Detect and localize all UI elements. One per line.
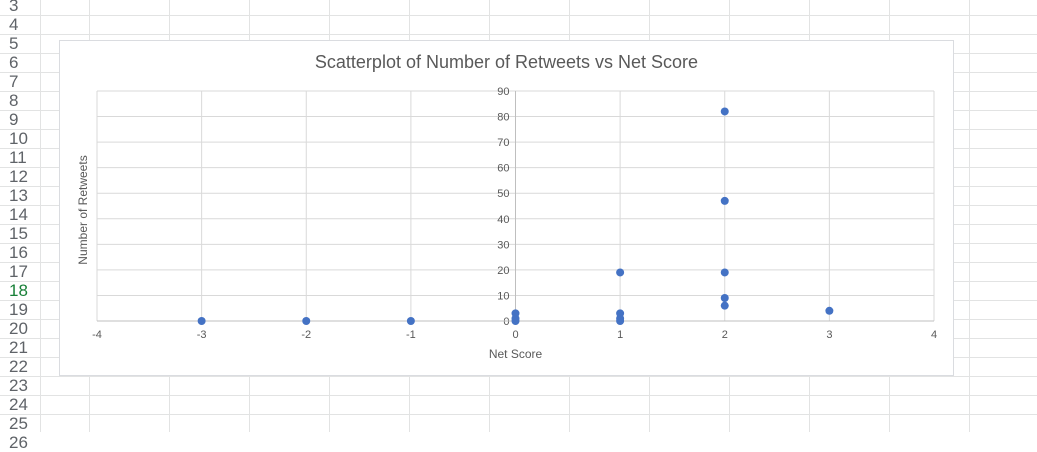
- y-tick-label: 70: [497, 137, 509, 149]
- data-point: [616, 268, 625, 277]
- row-number[interactable]: 13: [9, 186, 28, 205]
- row-number[interactable]: 26: [9, 433, 28, 452]
- x-tick-label: 3: [826, 329, 832, 341]
- row-number[interactable]: 8: [9, 91, 19, 110]
- row-number[interactable]: 21: [9, 338, 28, 357]
- row-number[interactable]: 15: [9, 224, 28, 243]
- row-number[interactable]: 22: [9, 357, 28, 376]
- row-number[interactable]: 6: [9, 53, 19, 72]
- y-tick-label: 0: [503, 316, 509, 328]
- row-number[interactable]: 9: [9, 110, 19, 129]
- row-number[interactable]: 10: [9, 129, 28, 148]
- row-number[interactable]: 11: [9, 148, 27, 167]
- data-point: [406, 317, 415, 325]
- y-tick-label: 60: [497, 163, 509, 175]
- row-number[interactable]: 18: [9, 281, 28, 300]
- row-number[interactable]: 24: [9, 395, 28, 414]
- y-tick-label: 40: [497, 214, 509, 226]
- data-point: [825, 306, 834, 315]
- row-number[interactable]: 17: [9, 262, 28, 281]
- data-point: [511, 309, 520, 318]
- row-number[interactable]: 19: [9, 300, 28, 319]
- y-tick-label: 50: [497, 188, 509, 200]
- x-tick-label: 4: [931, 329, 937, 341]
- scatter-plot: 0 10 20 30 40 50 60 70 80 90 -4 -3 -2 -1 0 1 2 3 4 Net Scor…: [76, 86, 937, 361]
- data-point: [720, 268, 729, 277]
- row-number[interactable]: 25: [9, 414, 28, 433]
- row-number[interactable]: 5: [9, 34, 19, 53]
- chart-title: Scatterplot of Number of Retweets vs Net…: [314, 52, 699, 72]
- x-tick-label: -3: [197, 329, 207, 341]
- data-point: [720, 294, 729, 302]
- y-tick-label: 80: [497, 112, 509, 124]
- row-number[interactable]: 3: [9, 0, 19, 15]
- y-tick-label: 20: [497, 265, 509, 277]
- x-tick-label: 0: [512, 329, 518, 341]
- row-number[interactable]: 16: [9, 243, 28, 262]
- data-point: [197, 317, 206, 325]
- row-number[interactable]: 12: [9, 167, 28, 186]
- chart-card[interactable]: Scatterplot of Number of Retweets vs Net…: [59, 40, 954, 376]
- x-axis-title: Net Score: [489, 347, 543, 361]
- x-tick-label: 1: [617, 329, 623, 341]
- x-tick-label: 2: [722, 329, 728, 341]
- x-tick-label: -1: [406, 329, 416, 341]
- data-point: [616, 309, 625, 318]
- row-number[interactable]: 14: [9, 205, 28, 224]
- y-axis-title: Number of Retweets: [76, 155, 90, 264]
- row-number[interactable]: 7: [9, 72, 19, 91]
- data-point: [302, 317, 311, 325]
- row-number[interactable]: 23: [9, 376, 28, 395]
- data-point: [720, 107, 729, 116]
- data-point: [720, 301, 729, 310]
- row-number[interactable]: 20: [9, 319, 28, 338]
- x-tick-label: -4: [92, 329, 102, 341]
- y-tick-label: 10: [497, 290, 509, 302]
- y-tick-label: 90: [497, 86, 509, 98]
- row-number[interactable]: 4: [9, 15, 19, 34]
- data-point: [720, 196, 729, 205]
- y-tick-label: 30: [497, 239, 509, 251]
- x-tick-label: -2: [301, 329, 311, 341]
